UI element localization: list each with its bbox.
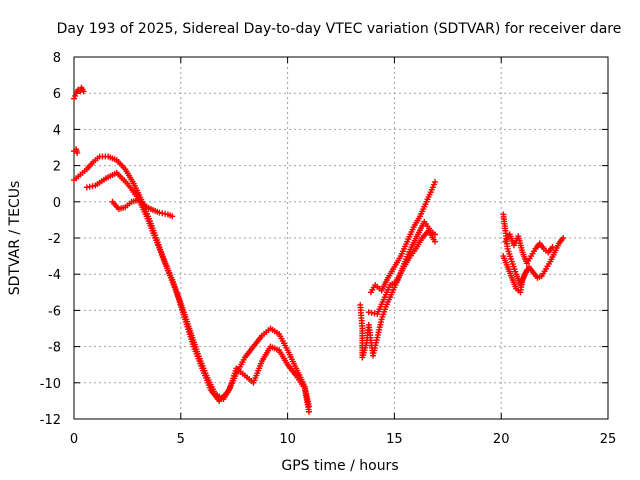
x-axis-label: GPS time / hours — [281, 458, 398, 474]
y-tick-label: -10 — [40, 377, 61, 392]
y-tick-label: -8 — [48, 341, 61, 356]
x-tick-label: 20 — [493, 432, 510, 447]
data-point — [549, 244, 556, 251]
x-tick-label: 15 — [386, 432, 403, 447]
x-tick-label: 5 — [177, 432, 185, 447]
y-tick-label: 8 — [53, 51, 61, 66]
data-point — [74, 149, 81, 156]
data-point — [305, 408, 312, 415]
axis-ticks — [73, 56, 609, 420]
data-point — [429, 184, 436, 191]
y-tick-label: -6 — [48, 304, 61, 319]
y-tick-label: 6 — [53, 87, 61, 102]
x-tick-label: 25 — [600, 432, 617, 447]
data-point — [169, 213, 176, 220]
data-point — [431, 178, 438, 185]
data-point — [72, 92, 79, 99]
y-tick-label: -2 — [48, 232, 61, 247]
tick-labels: 0 5 10 15 20 25 -12 -10 -8 -6 -4 -2 0 2 4 6 8 — [40, 51, 617, 447]
data-points — [71, 84, 567, 415]
grid — [74, 57, 608, 419]
data-point — [560, 235, 567, 241]
chart-title: Day 193 of 2025, Sidereal Day-to-day VTE… — [57, 21, 622, 37]
data-point — [523, 267, 530, 274]
data-point — [80, 88, 87, 95]
y-tick-label: -4 — [48, 268, 61, 283]
data-point — [431, 238, 438, 245]
data-point — [71, 95, 77, 102]
x-tick-label: 0 — [70, 432, 78, 447]
y-tick-label: 4 — [53, 123, 61, 138]
data-point — [430, 181, 437, 188]
y-tick-label: 0 — [53, 196, 61, 211]
y-axis-label: SDTVAR / TECUs — [7, 181, 23, 296]
y-tick-label: 2 — [53, 160, 61, 175]
x-tick-label: 10 — [279, 432, 296, 447]
y-tick-label: -12 — [40, 413, 61, 428]
